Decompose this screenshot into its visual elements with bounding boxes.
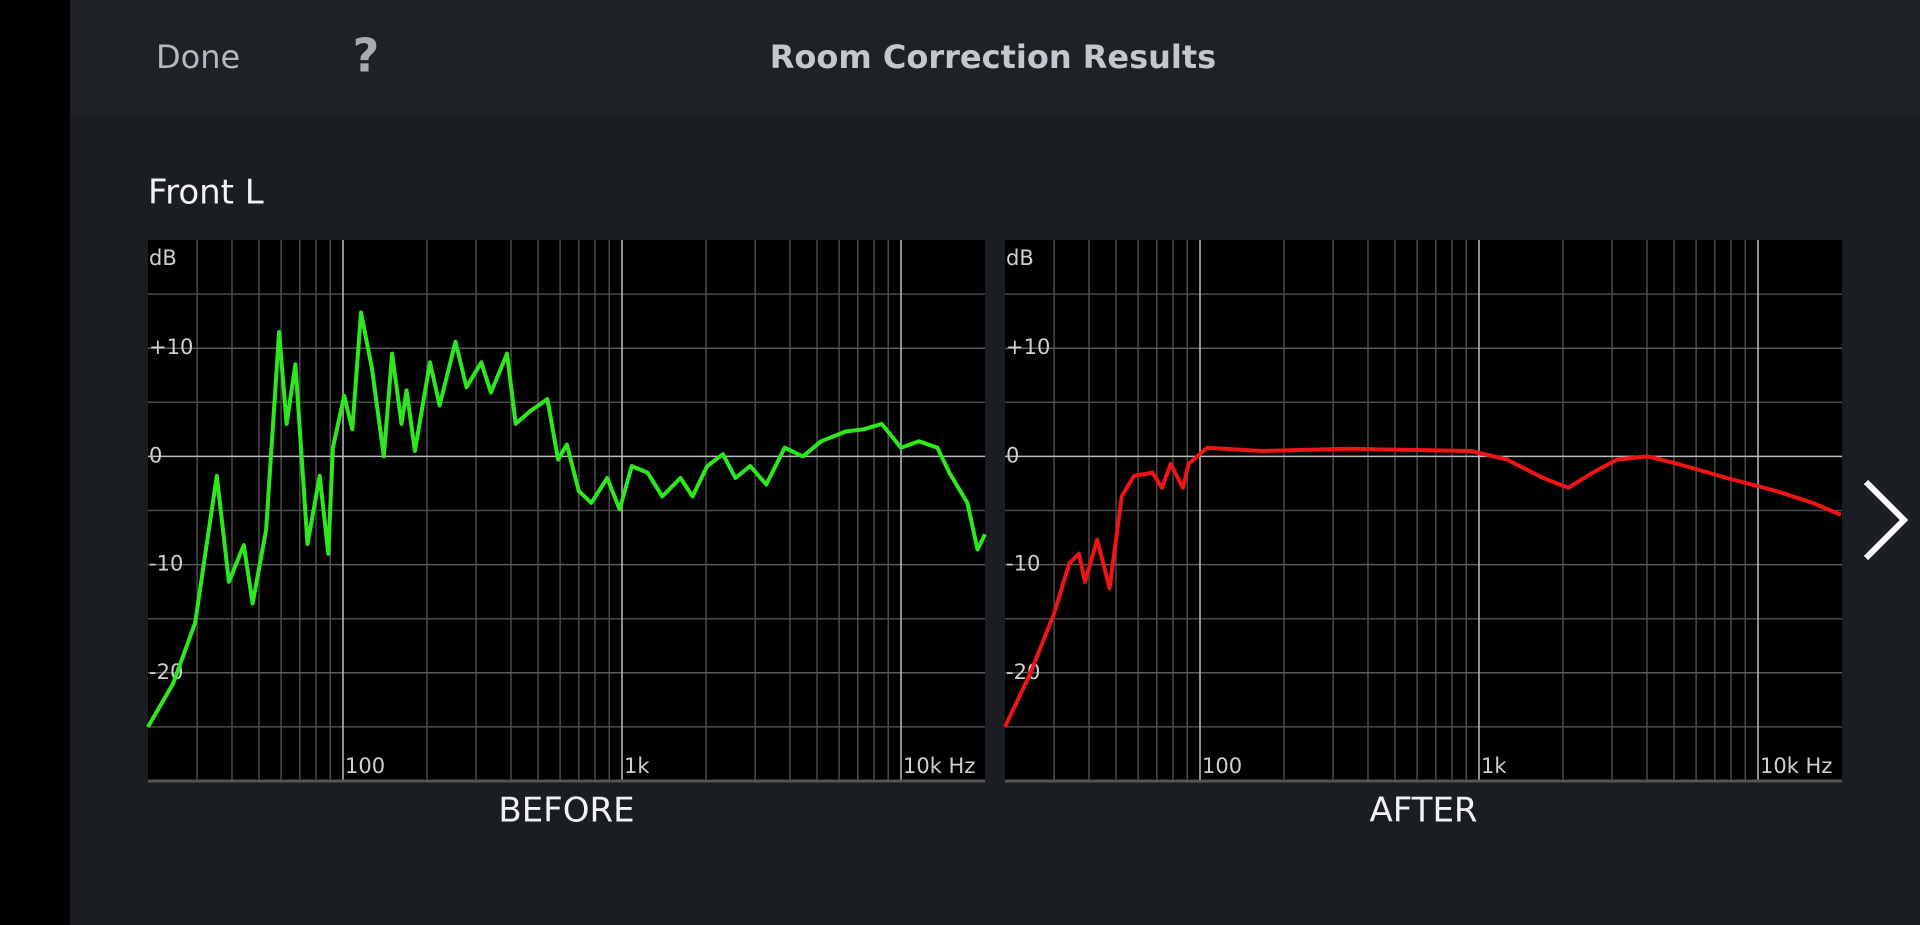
x-tick-label: 1k [1481, 754, 1507, 778]
x-tick-label: 10k Hz [1760, 754, 1832, 778]
response-line [1003, 445, 1842, 728]
help-button[interactable]: ? [353, 29, 380, 83]
y-tick-label: -10 [149, 552, 183, 576]
x-tick-label: 100 [1202, 754, 1242, 778]
y-tick-label: 0 [1006, 443, 1019, 467]
y-tick-label: -10 [1006, 552, 1040, 576]
x-tick-label: 1k [624, 754, 650, 778]
y-tick-label: +10 [1006, 335, 1050, 359]
header-bar [70, 0, 1920, 116]
y-axis-label: dB [149, 246, 177, 270]
screen-title: Room Correction Results [770, 38, 1216, 76]
y-tick-label: 0 [149, 443, 162, 467]
x-tick-label: 10k Hz [903, 754, 975, 778]
left-bar [0, 0, 70, 925]
chart-title: BEFORE [498, 791, 634, 831]
done-button[interactable]: Done [156, 38, 240, 76]
section-title: Front L [148, 173, 264, 213]
x-tick-label: 100 [345, 754, 385, 778]
chart-title: AFTER [1369, 791, 1477, 831]
y-axis-label: dB [1006, 246, 1034, 270]
response-line [146, 310, 987, 728]
y-tick-label: +10 [149, 335, 193, 359]
next-arrow[interactable] [1863, 479, 1909, 561]
